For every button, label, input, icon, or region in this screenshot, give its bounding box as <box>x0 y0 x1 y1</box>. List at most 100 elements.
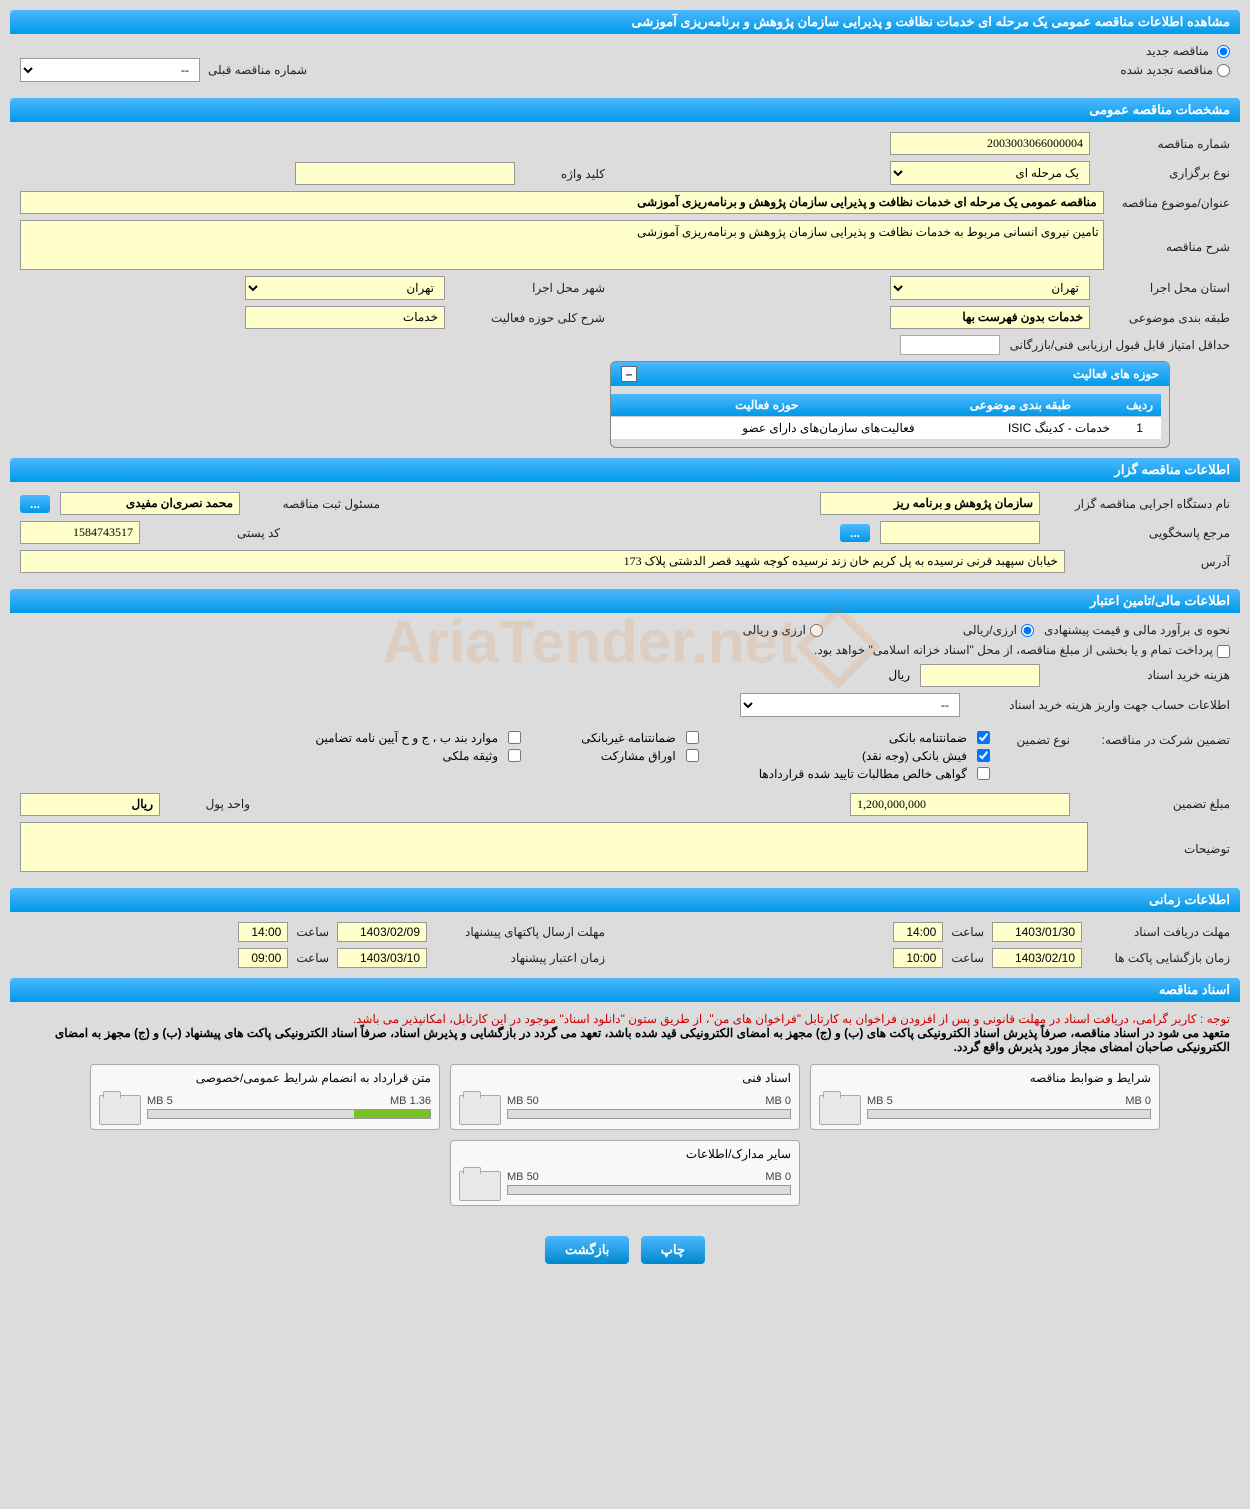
tender-type-radio-group: مناقصه جدید <box>20 44 1230 58</box>
postal-field: 1584743517 <box>20 521 140 544</box>
open-date: 1403/02/10 <box>992 948 1082 968</box>
minimize-icon[interactable]: – <box>621 366 637 382</box>
doc-cost-label: هزینه خرید اسناد <box>1050 668 1230 682</box>
currency-field: ریال <box>20 793 160 816</box>
activity-table-wrap: حوزه های فعالیت – ردیف طبقه بندی موضوعی … <box>610 361 1170 448</box>
page-title: مشاهده اطلاعات مناقصه عمومی یک مرحله ای … <box>632 14 1230 29</box>
file-card-title: اسناد فنی <box>459 1071 791 1085</box>
reg-officer-more-button[interactable]: ... <box>20 495 50 513</box>
deposit-account-select[interactable]: -- <box>740 693 960 717</box>
bid-deadline-time: 14:00 <box>238 922 288 942</box>
desc-textarea[interactable]: تامین نیروی انسانی مربوط به خدمات نظافت … <box>20 220 1104 270</box>
col-field: حوزه فعالیت <box>611 394 923 417</box>
org-field: سازمان پژوهش و برنامه ریز <box>820 492 1040 515</box>
radio-arz[interactable]: ارزی و ریالی <box>743 623 823 637</box>
check-treasury[interactable]: پرداخت تمام و یا بخشی از مبلغ مناقصه، از… <box>814 643 1230 657</box>
prev-number-select[interactable]: -- <box>20 58 200 82</box>
docs-note-black: متعهد می شود در اسناد مناقصه، صرفاً پذیر… <box>20 1026 1230 1054</box>
folder-icon <box>459 1167 499 1199</box>
check-bylaw-items[interactable] <box>508 731 521 744</box>
doc-deadline-time: 14:00 <box>893 922 943 942</box>
radio-new-tender[interactable]: مناقصه جدید <box>1146 44 1230 58</box>
doc-deadline-date: 1403/01/30 <box>992 922 1082 942</box>
reg-officer-label: مسئول ثبت مناقصه <box>250 497 380 511</box>
province-label: استان محل اجرا <box>1100 281 1230 295</box>
responder-input[interactable] <box>880 521 1040 544</box>
activity-table: ردیف طبقه بندی موضوعی حوزه فعالیت 1خدمات… <box>611 394 1161 439</box>
footer-buttons: چاپ بازگشت <box>10 1236 1240 1264</box>
file-card[interactable]: اسناد فنی 0 MB50 MB <box>450 1064 800 1130</box>
doc-deadline-label: مهلت دریافت اسناد <box>1090 925 1230 939</box>
province-select[interactable]: تهران <box>890 276 1090 300</box>
min-score-label: حداقل امتیاز قابل قبول ارزیابی فنی/بازرگ… <box>1010 338 1230 352</box>
back-button[interactable]: بازگشت <box>545 1236 629 1264</box>
city-select[interactable]: تهران <box>245 276 445 300</box>
number-label: شماره مناقصه <box>1100 137 1230 151</box>
tender-number: 2003003066000004 <box>890 132 1090 155</box>
bid-deadline-label: مهلت ارسال پاکتهای پیشنهاد <box>435 925 605 939</box>
bid-deadline-date: 1403/02/09 <box>337 922 427 942</box>
guarantee-amount-input[interactable] <box>850 793 1070 816</box>
org-label: نام دستگاه اجرایی مناقصه گزار <box>1050 497 1230 511</box>
keyword-label: کلید واژه <box>525 167 605 181</box>
category-field: خدمات بدون فهرست بها <box>890 306 1090 329</box>
subject-label: عنوان/موضوع مناقصه <box>1114 196 1230 210</box>
folder-icon <box>99 1091 139 1123</box>
section-general-header: مشخصات مناقصه عمومی <box>10 98 1240 122</box>
radio-renewed-tender[interactable]: مناقصه تجدید شده <box>1120 63 1230 77</box>
table-row: 1خدمات - کدینگ ISICفعالیت‌های سازمان‌های… <box>611 417 1161 440</box>
section-owner-header: اطلاعات مناقصه گزار <box>10 458 1240 482</box>
folder-icon <box>819 1091 859 1123</box>
check-property-deposit[interactable] <box>508 749 521 762</box>
time-word-2: ساعت <box>951 951 984 965</box>
min-score-input[interactable] <box>900 335 1000 355</box>
validity-label: زمان اعتبار پیشنهاد <box>435 951 605 965</box>
open-time-label: زمان بازگشایی پاکت ها <box>1090 951 1230 965</box>
postal-label: کد پستی <box>150 526 280 540</box>
responder-more-button[interactable]: ... <box>840 524 870 542</box>
file-card-title: شرایط و ضوابط مناقصه <box>819 1071 1151 1085</box>
address-label: آدرس <box>1075 555 1230 569</box>
city-label: شهر محل اجرا <box>455 281 605 295</box>
deposit-account-label: اطلاعات حساب جهت واریز هزینه خرید اسناد <box>970 698 1230 712</box>
col-row: ردیف <box>1118 394 1161 417</box>
file-card-title: متن قرارداد به انضمام شرایط عمومی/خصوصی <box>99 1071 431 1085</box>
section-docs-header: اسناد مناقصه <box>10 978 1240 1002</box>
time-word-3: ساعت <box>296 925 329 939</box>
keyword-input[interactable] <box>295 162 515 185</box>
guarantee-type-label: نوع تضمین <box>1000 731 1070 747</box>
radio-rial[interactable]: ارزی/ریالی <box>963 623 1034 637</box>
activity-desc-label: شرح کلی حوزه فعالیت <box>455 311 605 325</box>
open-time: 10:00 <box>893 948 943 968</box>
time-word-1: ساعت <box>951 925 984 939</box>
section-financial-header: اطلاعات مالی/تامین اعتبار <box>10 589 1240 613</box>
docs-note-red: توجه : کاربر گرامی، دریافت اسناد در مهلت… <box>20 1012 1230 1026</box>
category-label: طبقه بندی موضوعی <box>1100 311 1230 325</box>
check-bank-guarantee[interactable] <box>977 731 990 744</box>
notes-textarea[interactable] <box>20 822 1088 872</box>
check-participation-bonds[interactable] <box>686 749 699 762</box>
notes-label: توضیحات <box>1098 822 1230 856</box>
subject-field: مناقصه عمومی یک مرحله ای خدمات نظافت و پ… <box>20 191 1104 214</box>
activity-desc-field: خدمات <box>245 306 445 329</box>
file-card[interactable]: متن قرارداد به انضمام شرایط عمومی/خصوصی … <box>90 1064 440 1130</box>
check-net-claims[interactable] <box>977 767 990 780</box>
desc-label: شرح مناقصه <box>1114 220 1230 254</box>
check-nonbank-guarantee[interactable] <box>686 731 699 744</box>
page-title-bar: مشاهده اطلاعات مناقصه عمومی یک مرحله ای … <box>10 10 1240 34</box>
print-button[interactable]: چاپ <box>641 1236 705 1264</box>
folder-icon <box>459 1091 499 1123</box>
currency-label: واحد پول <box>170 797 250 811</box>
type-select[interactable]: یک مرحله ای <box>890 161 1090 185</box>
file-card[interactable]: شرایط و ضوابط مناقصه 0 MB5 MB <box>810 1064 1160 1130</box>
doc-cost-input[interactable] <box>920 664 1040 687</box>
estimate-label: نحوه ی برآورد مالی و قیمت پیشنهادی <box>1044 623 1230 637</box>
validity-time: 09:00 <box>238 948 288 968</box>
address-field: خیابان سپهبد قرنی نرسیده به پل کریم خان … <box>20 550 1065 573</box>
time-word-4: ساعت <box>296 951 329 965</box>
file-card-title: سایر مدارک/اطلاعات <box>459 1147 791 1161</box>
type-label: نوع برگزاری <box>1100 166 1230 180</box>
check-bank-slip[interactable] <box>977 749 990 762</box>
file-card[interactable]: سایر مدارک/اطلاعات 0 MB50 MB <box>450 1140 800 1206</box>
activity-table-title: حوزه های فعالیت <box>1073 367 1159 381</box>
